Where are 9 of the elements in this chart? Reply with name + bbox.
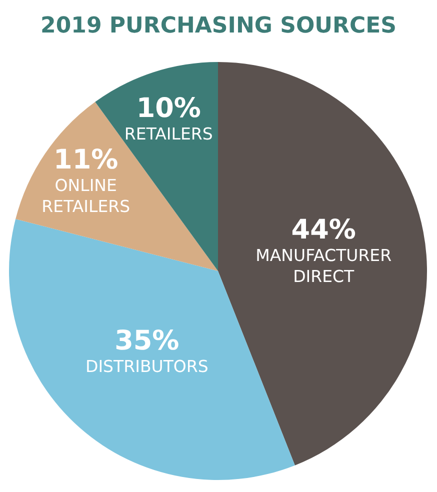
- slice-label: DISTRIBUTORS: [85, 357, 208, 376]
- slice-label: RETAILERS: [124, 124, 213, 144]
- data-label: 35%: [114, 326, 180, 357]
- slice-label: MANUFACTURER DIRECT: [256, 246, 392, 286]
- data-label: 11%: [54, 144, 118, 176]
- data-label: 10%: [136, 93, 201, 124]
- chart-title: 2019 PURCHASING SOURCES: [40, 14, 396, 38]
- data-label: 44%: [291, 214, 356, 246]
- slice-label: ONLINE RETAILERS: [42, 176, 130, 216]
